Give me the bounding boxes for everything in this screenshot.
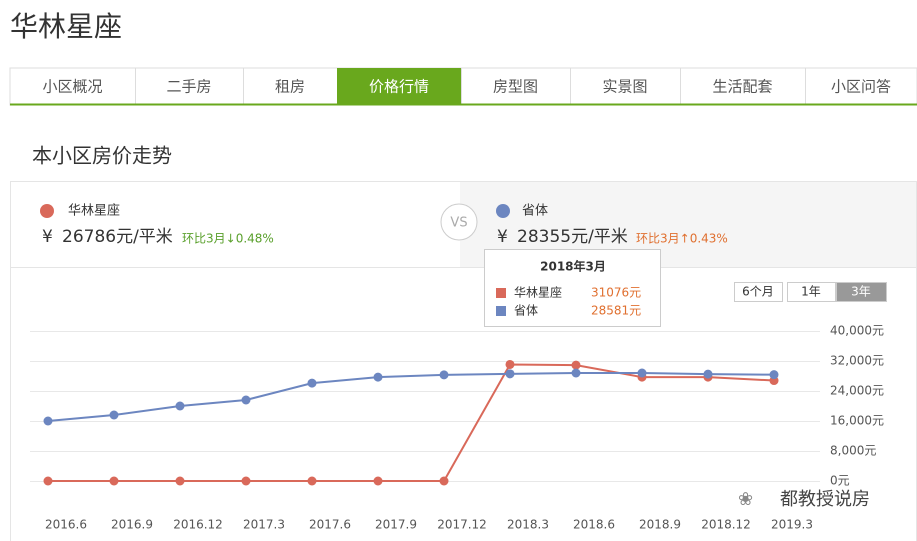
point	[373, 372, 383, 382]
tooltip-value: 28581元	[591, 304, 641, 318]
tab[interactable]: 房型图	[493, 78, 538, 96]
range-label[interactable]: 1年	[801, 285, 821, 299]
currency: ¥	[497, 227, 508, 247]
tab-active	[337, 68, 461, 105]
x-tick-label: 2017.12	[437, 518, 487, 532]
point	[175, 476, 185, 486]
line	[47, 372, 775, 422]
tab[interactable]: 小区概况	[42, 78, 102, 96]
x-tick-label: 2016.12	[173, 518, 223, 532]
point	[571, 368, 581, 378]
change: 环比3月↓0.48%	[182, 232, 274, 246]
x-tick-label: 2017.9	[375, 518, 417, 532]
watermark-icon: ❀	[738, 489, 753, 510]
point	[241, 395, 251, 405]
price: 26786元/平米	[62, 227, 173, 247]
y-tick-label: 0元	[830, 474, 850, 488]
tab[interactable]: 实景图	[602, 78, 647, 96]
watermark: 都教授说房	[780, 489, 870, 510]
y-tick-label: 8,000元	[830, 444, 876, 458]
tooltip-value: 31076元	[591, 286, 641, 300]
x-tick-label: 2019.3	[771, 518, 813, 532]
x-tick-label: 2018.3	[507, 518, 549, 532]
tooltip	[484, 249, 661, 327]
legend-dot	[40, 204, 54, 218]
tooltip-name: 省体	[514, 304, 538, 318]
tab-bar	[9, 67, 917, 106]
point	[307, 476, 317, 486]
line	[48, 363, 775, 482]
tab[interactable]: 二手房	[166, 78, 211, 96]
point	[109, 476, 119, 486]
x-tick-label: 2017.3	[243, 518, 285, 532]
point	[241, 476, 251, 486]
tab[interactable]: 租房	[275, 78, 305, 96]
point	[439, 476, 449, 486]
range-button[interactable]	[787, 282, 836, 302]
tooltip-name: 华林星座	[514, 285, 562, 300]
range-label[interactable]: 3年	[851, 285, 871, 299]
point	[43, 416, 53, 426]
page-title: 华林星座	[10, 10, 122, 43]
x-tick-label: 2016.9	[111, 518, 153, 532]
tab[interactable]: 价格行情	[369, 78, 429, 96]
point	[571, 360, 581, 370]
point	[43, 476, 53, 486]
vs-circle	[440, 203, 478, 241]
point	[505, 369, 515, 379]
point	[307, 378, 317, 388]
vs: VS	[450, 216, 467, 231]
tooltip-swatch	[496, 306, 506, 316]
currency: ¥	[42, 227, 53, 247]
compare-name: 华林星座	[68, 204, 120, 219]
y-tick-label: 32,000元	[830, 354, 884, 368]
y-tick-label: 24,000元	[830, 384, 884, 398]
point	[637, 368, 647, 378]
tooltip-swatch	[496, 288, 506, 298]
tab[interactable]: 生活配套	[712, 78, 772, 96]
section-title: 本小区房价走势	[32, 144, 172, 168]
point	[373, 476, 383, 486]
point	[109, 410, 119, 420]
point	[175, 401, 185, 411]
range-label[interactable]: 6个月	[742, 285, 774, 299]
x-tick-label: 2018.9	[639, 518, 681, 532]
y-tick-label: 40,000元	[830, 324, 884, 338]
change: 环比3月↑0.43%	[636, 232, 728, 246]
x-tick-label: 2018.12	[701, 518, 751, 532]
point	[505, 359, 515, 369]
y-tick-label: 16,000元	[830, 414, 884, 428]
x-tick-label: 2016.6	[45, 518, 87, 532]
x-tick-label: 2018.6	[573, 518, 615, 532]
tooltip-title: 2018年3月	[540, 259, 606, 274]
point	[769, 370, 779, 380]
price: 28355元/平米	[517, 227, 628, 247]
compare-name: 省体	[522, 204, 548, 219]
point	[439, 370, 449, 380]
range-button[interactable]	[734, 282, 783, 302]
x-tick-label: 2017.6	[309, 518, 351, 532]
point	[703, 369, 713, 379]
legend-dot	[496, 204, 510, 218]
tab[interactable]: 小区问答	[831, 78, 891, 96]
range-button[interactable]	[836, 282, 887, 302]
